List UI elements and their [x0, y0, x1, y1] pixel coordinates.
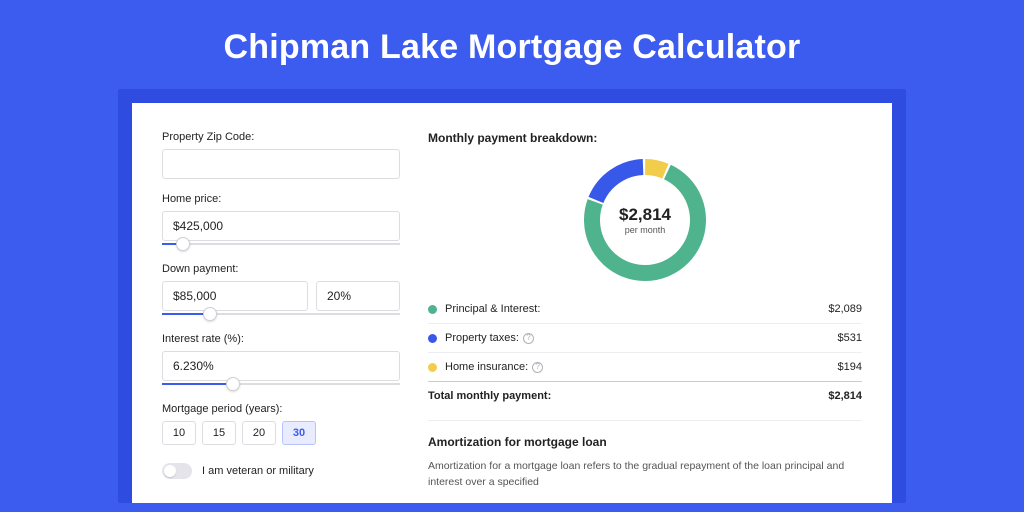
legend-dot	[428, 305, 437, 314]
legend-row-total: Total monthly payment: $2,814	[428, 381, 862, 410]
veteran-row: I am veteran or military	[162, 463, 400, 479]
down-payment-slider-thumb[interactable]	[203, 307, 217, 321]
down-payment-slider[interactable]	[162, 313, 400, 315]
legend-value: $531	[838, 332, 862, 344]
down-payment-amount-input[interactable]	[162, 281, 308, 311]
home-price-slider-thumb[interactable]	[176, 237, 190, 251]
donut-chart: $2,814 per month	[584, 159, 706, 281]
legend-total-label: Total monthly payment:	[428, 390, 828, 402]
legend-row: Principal & Interest:$2,089	[428, 295, 862, 323]
interest-rate-slider-thumb[interactable]	[226, 377, 240, 391]
veteran-toggle-knob	[164, 465, 176, 477]
calculator-card: Property Zip Code: Home price: Down paym…	[132, 103, 892, 503]
veteran-toggle[interactable]	[162, 463, 192, 479]
amortization-section: Amortization for mortgage loan Amortizat…	[428, 420, 862, 491]
card-shadow: Property Zip Code: Home price: Down paym…	[118, 89, 906, 503]
period-option-20[interactable]: 20	[242, 421, 276, 445]
amortization-title: Amortization for mortgage loan	[428, 435, 862, 449]
down-payment-pct-input[interactable]	[316, 281, 400, 311]
donut-sub: per month	[619, 225, 671, 235]
down-payment-label: Down payment:	[162, 263, 400, 275]
donut-center: $2,814 per month	[619, 205, 671, 235]
zip-label: Property Zip Code:	[162, 131, 400, 143]
amortization-text: Amortization for a mortgage loan refers …	[428, 459, 862, 491]
donut-amount: $2,814	[619, 205, 671, 225]
legend-row: Property taxes:?$531	[428, 323, 862, 352]
info-icon[interactable]: ?	[532, 362, 543, 373]
info-icon[interactable]: ?	[523, 333, 534, 344]
legend-label: Home insurance:?	[445, 361, 838, 373]
zip-input[interactable]	[162, 149, 400, 179]
period-label: Mortgage period (years):	[162, 403, 400, 415]
breakdown-column: Monthly payment breakdown: $2,814 per mo…	[428, 131, 862, 503]
legend-dot	[428, 363, 437, 372]
legend-label: Property taxes:?	[445, 332, 838, 344]
donut-segment-property_taxes	[596, 167, 643, 200]
veteran-label: I am veteran or military	[202, 465, 314, 477]
interest-rate-slider[interactable]	[162, 383, 400, 385]
home-price-input[interactable]	[162, 211, 400, 241]
donut-wrap: $2,814 per month	[428, 151, 862, 295]
page-title: Chipman Lake Mortgage Calculator	[0, 0, 1024, 89]
breakdown-title: Monthly payment breakdown:	[428, 131, 862, 145]
donut-segment-home_insurance	[645, 167, 665, 171]
legend-total-value: $2,814	[828, 390, 862, 402]
legend-value: $194	[838, 361, 862, 373]
interest-rate-input[interactable]	[162, 351, 400, 381]
form-column: Property Zip Code: Home price: Down paym…	[162, 131, 400, 503]
home-price-slider[interactable]	[162, 243, 400, 245]
home-price-label: Home price:	[162, 193, 400, 205]
zip-field: Property Zip Code:	[162, 131, 400, 179]
period-field: Mortgage period (years): 10152030	[162, 403, 400, 445]
home-price-field: Home price:	[162, 193, 400, 245]
legend-value: $2,089	[828, 303, 862, 315]
legend-dot	[428, 334, 437, 343]
legend-row: Home insurance:?$194	[428, 352, 862, 381]
down-payment-field: Down payment:	[162, 263, 400, 315]
period-option-10[interactable]: 10	[162, 421, 196, 445]
period-option-30[interactable]: 30	[282, 421, 316, 445]
interest-rate-label: Interest rate (%):	[162, 333, 400, 345]
interest-rate-field: Interest rate (%):	[162, 333, 400, 385]
period-option-15[interactable]: 15	[202, 421, 236, 445]
legend-label: Principal & Interest:	[445, 303, 828, 315]
